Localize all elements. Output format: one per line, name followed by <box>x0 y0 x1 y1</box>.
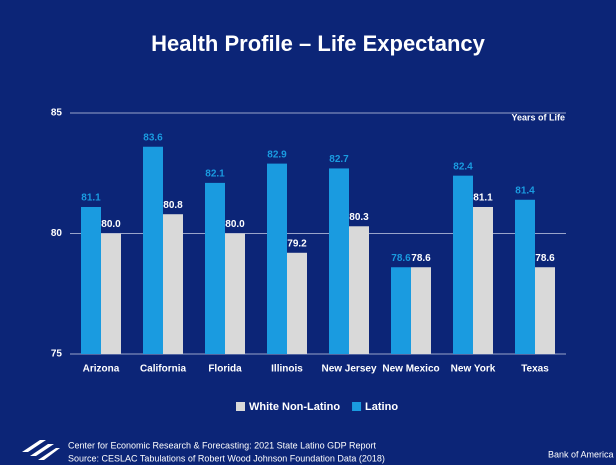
x-tick-label: Arizona <box>83 364 120 375</box>
y-tick-label: 75 <box>51 349 63 360</box>
value-label: 78.6 <box>391 253 411 264</box>
chart-title: Health Profile – Life Expectancy <box>151 31 486 56</box>
legend-label: White Non-Latino <box>249 401 340 413</box>
logo <box>22 440 60 460</box>
value-label: 83.6 <box>143 132 163 143</box>
x-tick-label: Texas <box>521 364 549 375</box>
bar <box>101 233 121 354</box>
legend-swatch <box>236 402 245 411</box>
bar <box>453 175 473 354</box>
x-tick-label: New Jersey <box>321 364 376 375</box>
bar <box>143 146 163 354</box>
bar <box>391 267 411 354</box>
bar <box>473 206 493 354</box>
bar <box>267 163 287 354</box>
value-label: 82.9 <box>267 149 287 160</box>
bar <box>225 233 245 354</box>
legend-swatch <box>352 402 362 411</box>
bar <box>349 226 369 354</box>
value-label: 81.1 <box>81 193 101 204</box>
brand: Bank of America <box>548 449 614 459</box>
bar <box>81 206 101 354</box>
value-label: 80.0 <box>225 219 245 230</box>
x-tick-label: Illinois <box>271 364 303 375</box>
x-tick-label: Florida <box>208 364 242 375</box>
bar <box>515 199 535 354</box>
x-tick-label: California <box>140 364 187 375</box>
value-label: 80.8 <box>163 200 183 211</box>
footnote: Source: CESLAC Tabulations of Robert Woo… <box>68 453 385 463</box>
value-label: 82.1 <box>205 169 225 180</box>
bar <box>205 182 225 354</box>
bar <box>535 267 555 354</box>
value-label: 81.1 <box>473 193 493 204</box>
bar <box>287 252 307 354</box>
x-tick-label: New York <box>451 364 496 375</box>
value-label: 79.2 <box>287 238 307 249</box>
value-label: 80.0 <box>101 219 121 230</box>
footnote: Center for Economic Research & Forecasti… <box>68 440 376 450</box>
value-label: 82.7 <box>329 154 349 165</box>
value-label: 78.6 <box>535 253 555 264</box>
x-tick-label: New Mexico <box>382 364 439 375</box>
bar <box>411 267 431 354</box>
y-tick-label: 85 <box>51 108 63 119</box>
y-axis-label: Years of Life <box>511 112 565 122</box>
value-label: 81.4 <box>515 185 535 196</box>
legend-label: Latino <box>365 401 398 413</box>
y-tick-label: 80 <box>51 228 63 239</box>
value-label: 80.3 <box>349 212 369 223</box>
bar <box>163 214 183 354</box>
value-label: 78.6 <box>411 253 431 264</box>
bar <box>329 168 349 354</box>
value-label: 82.4 <box>453 161 473 172</box>
